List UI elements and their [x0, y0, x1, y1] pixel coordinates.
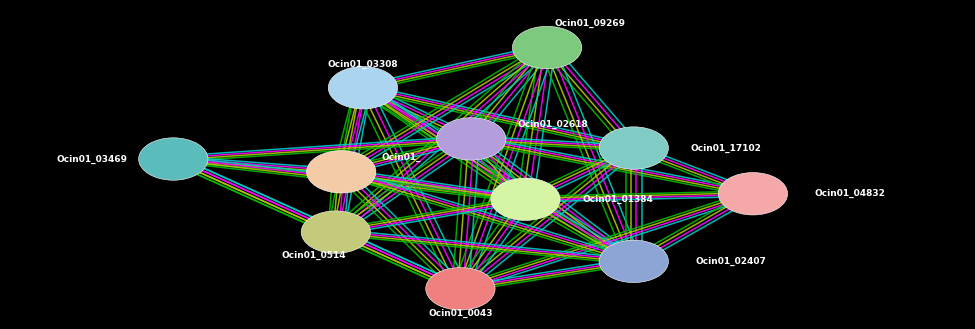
Text: Ocin01_03308: Ocin01_03308	[328, 60, 398, 68]
Ellipse shape	[599, 127, 669, 169]
Ellipse shape	[426, 267, 495, 310]
Text: Ocin01_09269: Ocin01_09269	[555, 19, 626, 28]
Ellipse shape	[301, 211, 370, 253]
Text: Ocin01_02618: Ocin01_02618	[517, 120, 588, 129]
Text: Ocin01_17102: Ocin01_17102	[690, 143, 761, 153]
Ellipse shape	[490, 178, 560, 220]
Text: Ocin01_0043: Ocin01_0043	[428, 309, 492, 318]
Ellipse shape	[719, 172, 788, 215]
Ellipse shape	[306, 151, 376, 193]
Text: Ocin01_: Ocin01_	[381, 153, 420, 162]
Ellipse shape	[437, 118, 506, 160]
Ellipse shape	[599, 240, 669, 283]
Text: Ocin01_03469: Ocin01_03469	[57, 154, 128, 164]
Text: Ocin01_0514: Ocin01_0514	[282, 251, 346, 261]
Ellipse shape	[513, 26, 582, 69]
Text: Ocin01_01384: Ocin01_01384	[582, 195, 653, 204]
Ellipse shape	[329, 66, 398, 109]
Text: Ocin01_04832: Ocin01_04832	[815, 189, 886, 198]
Ellipse shape	[138, 138, 208, 180]
Text: Ocin01_02407: Ocin01_02407	[696, 257, 766, 266]
